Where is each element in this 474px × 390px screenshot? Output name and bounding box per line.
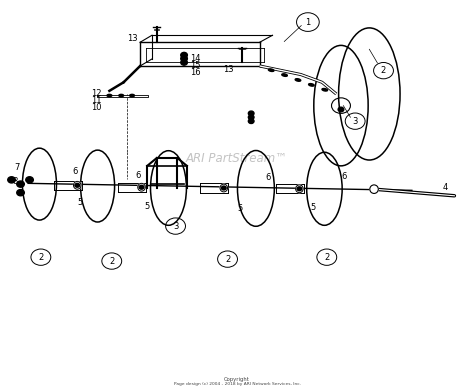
Ellipse shape	[130, 94, 135, 97]
Circle shape	[75, 183, 80, 187]
Text: 6: 6	[73, 167, 78, 176]
Ellipse shape	[370, 185, 378, 193]
Ellipse shape	[220, 184, 228, 192]
Text: 11: 11	[91, 96, 102, 105]
Circle shape	[17, 190, 24, 196]
Text: 2: 2	[38, 253, 44, 262]
Circle shape	[221, 186, 226, 190]
Circle shape	[26, 177, 33, 183]
Circle shape	[8, 177, 15, 183]
Text: 6: 6	[136, 171, 141, 180]
Ellipse shape	[282, 74, 287, 76]
Text: 5: 5	[145, 202, 150, 211]
Circle shape	[248, 111, 254, 116]
Text: 15: 15	[190, 61, 200, 70]
Text: 3: 3	[173, 222, 178, 230]
Text: 3: 3	[353, 117, 358, 126]
Circle shape	[338, 107, 344, 112]
Text: 5: 5	[78, 198, 83, 207]
Circle shape	[297, 187, 302, 191]
Text: 14: 14	[190, 54, 200, 63]
Ellipse shape	[309, 83, 314, 86]
Ellipse shape	[138, 183, 146, 191]
Ellipse shape	[295, 79, 301, 81]
Text: 10: 10	[91, 103, 102, 112]
Text: 5: 5	[237, 204, 242, 213]
Circle shape	[139, 185, 144, 189]
Text: 2: 2	[324, 253, 329, 262]
Ellipse shape	[73, 181, 81, 189]
Text: 13: 13	[128, 34, 138, 43]
Text: 2: 2	[109, 257, 114, 266]
Text: Copyright: Copyright	[224, 377, 250, 382]
Ellipse shape	[107, 94, 112, 97]
Text: 1: 1	[305, 18, 310, 27]
Ellipse shape	[296, 185, 303, 193]
Text: Page design (c) 2004 - 2018 by ARI Network Services, Inc.: Page design (c) 2004 - 2018 by ARI Netwo…	[173, 382, 301, 386]
Text: 6: 6	[265, 173, 271, 182]
Circle shape	[181, 52, 187, 58]
Text: 2: 2	[381, 66, 386, 75]
Circle shape	[181, 56, 187, 61]
Text: 7: 7	[14, 163, 19, 172]
Circle shape	[248, 119, 254, 124]
Text: 12: 12	[91, 89, 102, 98]
Text: 13: 13	[223, 66, 234, 74]
Circle shape	[181, 60, 187, 65]
Ellipse shape	[268, 69, 274, 71]
Text: 16: 16	[190, 68, 201, 77]
Text: 6: 6	[341, 172, 346, 181]
Text: 4: 4	[443, 183, 448, 192]
Ellipse shape	[322, 89, 328, 91]
Text: ARI PartStream™: ARI PartStream™	[186, 152, 288, 165]
Text: 8: 8	[12, 177, 18, 186]
Text: 2: 2	[225, 255, 230, 264]
Text: 5: 5	[310, 203, 316, 212]
Ellipse shape	[119, 94, 124, 97]
Circle shape	[248, 115, 254, 120]
Circle shape	[17, 181, 24, 187]
